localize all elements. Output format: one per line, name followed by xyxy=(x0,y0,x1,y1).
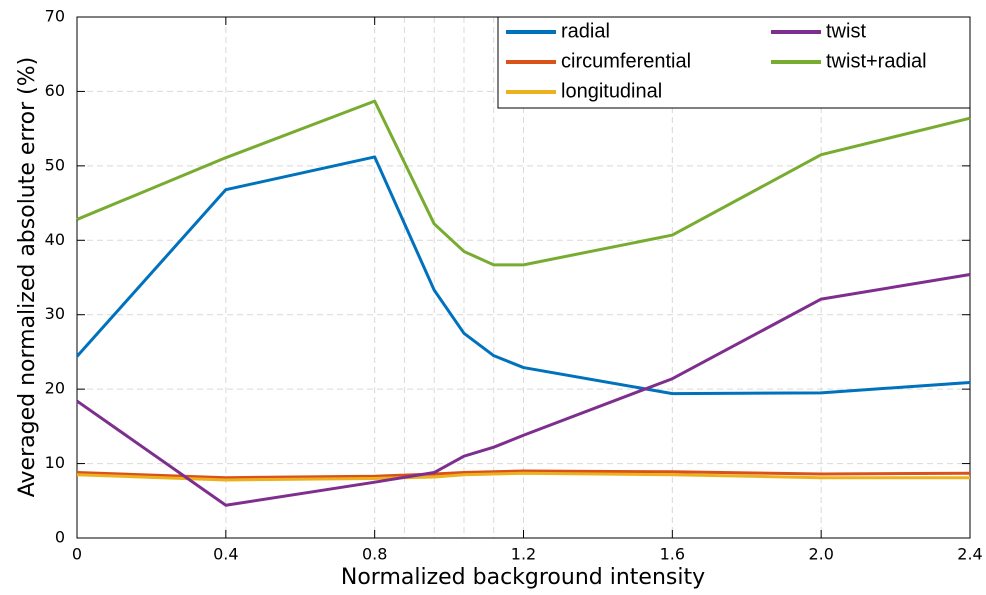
legend-label: circumferential xyxy=(561,50,691,72)
y-tick-label: 10 xyxy=(45,453,65,472)
x-tick-label: 1.2 xyxy=(511,545,536,564)
series-line xyxy=(76,99,971,267)
x-tick-label: 1.6 xyxy=(660,545,685,564)
series-line xyxy=(75,155,971,396)
legend-label: twist xyxy=(826,20,866,42)
y-tick-label: 20 xyxy=(45,379,65,398)
y-tick-label: 60 xyxy=(45,81,65,100)
x-tick-label: 2.0 xyxy=(808,545,833,564)
x-tick-label: 0.8 xyxy=(362,545,387,564)
x-tick-label: 2.4 xyxy=(957,545,982,564)
legend-label: twist+radial xyxy=(826,50,927,72)
y-axis-label: Averaged normalized absolute error (%) xyxy=(15,57,40,497)
x-tick-label: 0 xyxy=(72,545,82,564)
x-tick-label: 0.4 xyxy=(213,545,238,564)
y-tick-label: 50 xyxy=(45,155,65,174)
legend-box xyxy=(497,16,971,109)
legend-label: longitudinal xyxy=(561,80,662,102)
y-tick-label: 30 xyxy=(45,304,65,323)
y-tick-label: 70 xyxy=(45,7,65,26)
y-tick-label: 40 xyxy=(45,230,65,249)
series-line xyxy=(76,469,971,480)
x-axis-label: Normalized background intensity xyxy=(341,565,705,590)
series-line xyxy=(76,471,970,482)
legend-label: radial xyxy=(561,20,610,42)
y-tick-label: 0 xyxy=(55,528,65,547)
series-line xyxy=(76,273,971,507)
